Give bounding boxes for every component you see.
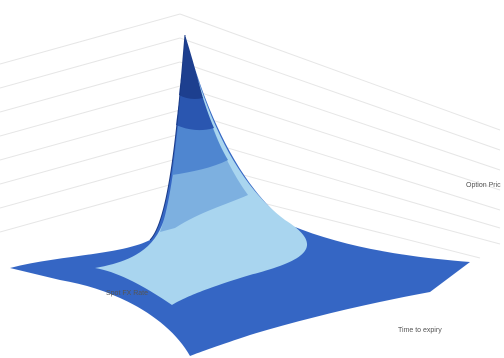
back-wall-grid xyxy=(0,13,501,259)
grid-line xyxy=(0,37,181,89)
z-axis-label: Option Pric xyxy=(466,182,501,189)
y-axis-label: Time to expiry xyxy=(398,327,442,334)
grid-line xyxy=(0,133,181,185)
grid-line xyxy=(179,13,501,131)
grid-line xyxy=(179,85,501,191)
grid-line xyxy=(179,37,501,151)
grid-line xyxy=(0,109,181,161)
surface-edge xyxy=(149,34,186,241)
grid-line xyxy=(0,13,181,65)
grid-line xyxy=(0,61,181,113)
grid-line xyxy=(0,157,181,209)
grid-line xyxy=(0,181,181,233)
surface-peak xyxy=(179,35,203,99)
grid-line xyxy=(0,85,181,137)
x-axis-label: Spot FX Rate xyxy=(106,290,148,297)
grid-line xyxy=(179,133,501,229)
grid-line xyxy=(179,109,501,211)
surface xyxy=(10,34,470,356)
grid-line xyxy=(179,61,501,171)
